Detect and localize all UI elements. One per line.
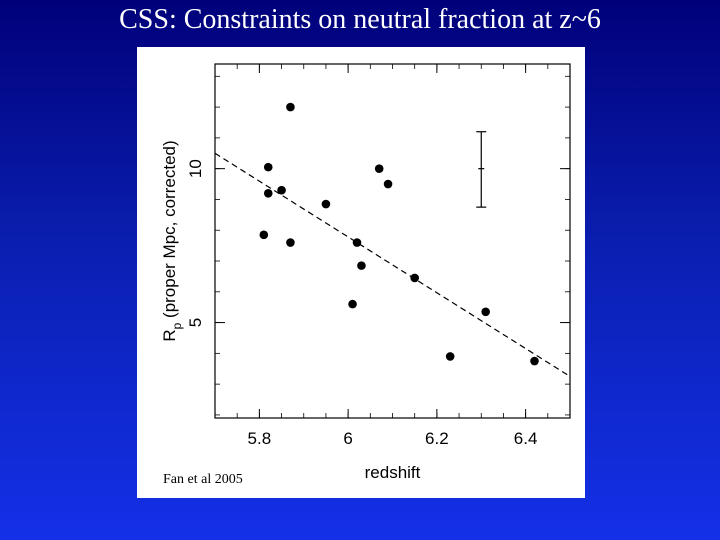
data-point xyxy=(263,188,273,198)
data-point xyxy=(383,179,393,189)
data-point xyxy=(277,185,286,195)
x-tick-label: 6.2 xyxy=(425,429,449,448)
y-tick-label: 10 xyxy=(186,159,205,178)
data-point xyxy=(263,162,273,172)
data-point xyxy=(530,356,539,366)
data-point xyxy=(352,238,362,247)
figure-credit: Fan et al 2005 xyxy=(163,472,243,487)
x-tick-label: 6.4 xyxy=(514,429,538,448)
data-point xyxy=(321,199,331,209)
data-point xyxy=(286,238,295,247)
figure-panel: 5.8 6 6.2 6.4 5 10 redshift Rp (proper Mpc, cor… xyxy=(137,47,585,498)
data-point xyxy=(410,273,419,283)
data-point xyxy=(286,102,295,112)
fit-line xyxy=(214,152,571,377)
data-point xyxy=(445,352,455,361)
data-point xyxy=(374,164,384,173)
scatter-chart: 5.8 6 6.2 6.4 5 10 redshift Rp (proper Mpc, cor… xyxy=(160,63,571,482)
data-point xyxy=(259,230,269,240)
x-tick-label: 5.8 xyxy=(248,429,272,448)
data-point xyxy=(357,261,366,270)
y-axis-label: Rp (proper Mpc, corrected) xyxy=(160,140,184,341)
x-tick-label: 6 xyxy=(343,429,352,448)
slide-title: CSS: Constraints on neutral fraction at … xyxy=(119,4,601,35)
data-point xyxy=(348,299,357,309)
x-axis-label: redshift xyxy=(365,463,421,482)
data-point xyxy=(481,307,490,317)
plot-frame xyxy=(214,63,571,419)
y-tick-label: 5 xyxy=(186,318,205,327)
